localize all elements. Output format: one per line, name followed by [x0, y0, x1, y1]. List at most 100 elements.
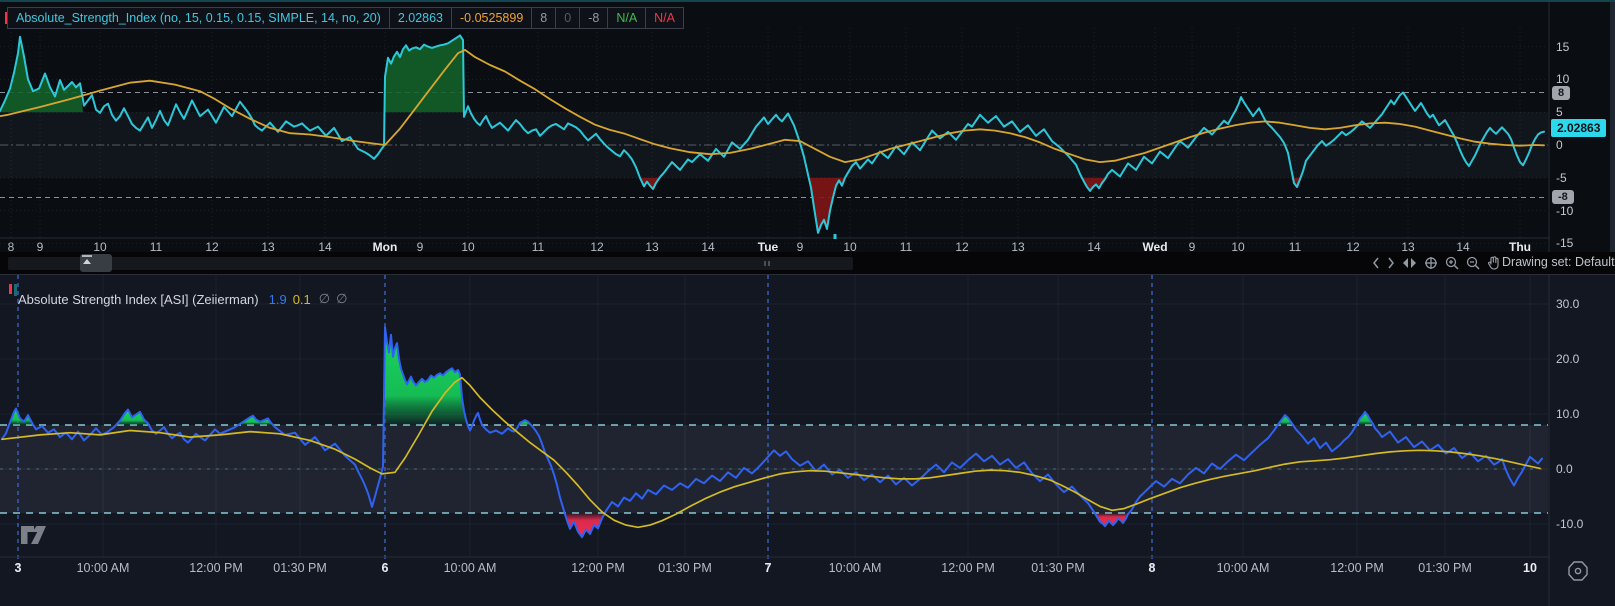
price-axis-label: 20.0: [1556, 352, 1580, 366]
pane-divider: Drawing set: Default: [0, 252, 1615, 274]
empty-set-symbol: ∅: [318, 291, 331, 306]
price-axis-label: 10: [1556, 72, 1570, 87]
time-axis-label: 14: [1456, 240, 1470, 254]
time-axis-label: 8: [1148, 561, 1156, 575]
time-axis-label: 10:00 AM: [1216, 561, 1270, 575]
time-axis-label: 8: [7, 240, 15, 254]
time-axis-label: 10: [461, 240, 475, 254]
time-axis-label: 13: [645, 240, 659, 254]
time-axis-label: 3: [14, 561, 22, 575]
threshold-band: [0, 425, 1548, 513]
bear-fill-region: [556, 513, 607, 538]
axis-highlight-tick: [833, 234, 837, 239]
double-arrow-icon[interactable]: [1402, 257, 1417, 269]
time-axis-label: 10: [93, 240, 107, 254]
indicator-legend-top: Absolute_Strength_Index (no, 15, 0.15, 0…: [7, 7, 684, 29]
pane-asi-top[interactable]: Absolute_Strength_Index (no, 15, 0.15, 0…: [0, 0, 1615, 254]
time-axis-label: 12:00 PM: [571, 561, 625, 575]
price-axis-label: 15: [1556, 39, 1570, 54]
time-axis-label: 11: [149, 240, 163, 254]
indicator-value-1: 1.9: [268, 291, 287, 307]
chevron-left-icon[interactable]: [1372, 257, 1380, 269]
time-axis-label: 10:00 AM: [443, 561, 497, 575]
time-axis-label: 9: [416, 240, 424, 254]
bull-fill-region: [384, 327, 467, 425]
price-axis-label: 5: [1556, 105, 1563, 120]
ma-line: [0, 49, 1545, 163]
horizontal-scrollbar[interactable]: [8, 257, 853, 270]
collapse-up-icon: [82, 255, 92, 264]
time-axis-label: 12: [955, 240, 969, 254]
time-axis-label: 01:30 PM: [1418, 561, 1472, 575]
bear-fill-region: [1078, 177, 1108, 191]
top-time-axis[interactable]: 8 9 10 11 12 13 14 Mon 9 10 11 12 13 14 Tue 9 10 11 12 13 14…: [0, 240, 1548, 254]
indicator-value-2: 0.1: [292, 291, 311, 307]
time-axis-label: 12:00 PM: [1330, 561, 1384, 575]
time-axis-label: 01:30 PM: [273, 561, 327, 575]
time-axis-label: 13: [261, 240, 275, 254]
indicator-value-cell: 2.02863: [388, 7, 453, 29]
time-axis-label: 11: [899, 240, 913, 254]
restore-pane-button[interactable]: [80, 254, 112, 272]
time-axis-label: Tue: [757, 240, 779, 254]
time-axis-label: 10: [1523, 561, 1537, 575]
crosshair-icon[interactable]: [1424, 256, 1438, 270]
time-axis-label: 13: [1401, 240, 1415, 254]
indicator-legend-bottom: Absolute Strength Index [ASI] (Zeiierman…: [18, 291, 347, 307]
price-axis-label: -10: [1556, 203, 1574, 218]
time-axis-label: 01:30 PM: [1031, 561, 1085, 575]
indicator-value-cell: -0.0525899: [451, 7, 533, 29]
price-axis-label: 30.0: [1556, 297, 1580, 311]
asi-line: [0, 34, 1545, 234]
last-value-badge: 2.02863: [1551, 118, 1607, 137]
indicator-value-cell: N/A: [607, 7, 647, 29]
time-axis-label: 10: [843, 240, 857, 254]
pane-asi-bottom[interactable]: Absolute Strength Index [ASI] (Zeiierman…: [0, 274, 1615, 606]
empty-set-symbol: ∅: [336, 291, 348, 306]
time-axis-label: 7: [764, 561, 772, 575]
indicator-value-cell: -8: [579, 7, 609, 29]
time-axis-label: 9: [796, 240, 804, 254]
time-axis-label: 14: [318, 240, 332, 254]
asi-line: [1, 326, 1543, 539]
bottom-time-axis[interactable]: 3 10:00 AM 12:00 PM 01:30 PM 6 10:00 AM 12:00 …: [0, 561, 1548, 577]
time-axis-label: Mon: [372, 240, 398, 254]
time-axis-label: 12:00 PM: [189, 561, 243, 575]
time-axis-label: 10: [1231, 240, 1245, 254]
bull-fill-region: [384, 35, 464, 113]
indicator-value-cell: N/A: [645, 7, 684, 29]
scrollbar-handle-dots[interactable]: [764, 261, 774, 266]
price-axis-label: -5: [1556, 170, 1567, 185]
top-chart-canvas[interactable]: [0, 2, 1615, 254]
drawing-set-selector[interactable]: Drawing set: Default: [1502, 255, 1615, 269]
threshold-badge: -8: [1552, 190, 1574, 205]
time-axis-label: 12:00 PM: [941, 561, 995, 575]
time-axis-label: 9: [1188, 240, 1196, 254]
bear-fill-region: [801, 177, 850, 233]
time-axis-label: 12: [205, 240, 219, 254]
zoom-out-icon[interactable]: [1466, 256, 1480, 270]
time-axis-label: Thu: [1509, 240, 1531, 254]
ma-line: [1, 376, 1541, 529]
bottom-chart-canvas[interactable]: [0, 275, 1615, 606]
hand-icon[interactable]: [1487, 256, 1500, 270]
price-axis-label: -15: [1556, 236, 1574, 251]
indicator-value-cell: 8: [531, 7, 557, 29]
time-axis-label: 10:00 AM: [76, 561, 130, 575]
price-axis-label: 0: [1556, 138, 1563, 152]
indicator-title[interactable]: Absolute_Strength_Index (no, 15, 0.15, 0…: [7, 7, 390, 29]
price-axis-label: -10.0: [1556, 517, 1584, 531]
zoom-in-icon[interactable]: [1445, 256, 1459, 270]
chevron-right-icon[interactable]: [1387, 257, 1395, 269]
price-axis-label: 10.0: [1556, 407, 1580, 421]
time-axis-label: 01:30 PM: [658, 561, 712, 575]
time-axis-label: 13: [1011, 240, 1025, 254]
left-scale-teal-tick: [14, 284, 17, 296]
time-axis-label: 11: [531, 240, 545, 254]
bull-fill-region: [0, 36, 83, 113]
threshold-badge: 8: [1552, 85, 1571, 100]
bear-fill-region: [1095, 513, 1132, 527]
time-axis-label: 14: [701, 240, 715, 254]
indicator-title[interactable]: Absolute Strength Index [ASI] (Zeiierman…: [18, 291, 259, 307]
